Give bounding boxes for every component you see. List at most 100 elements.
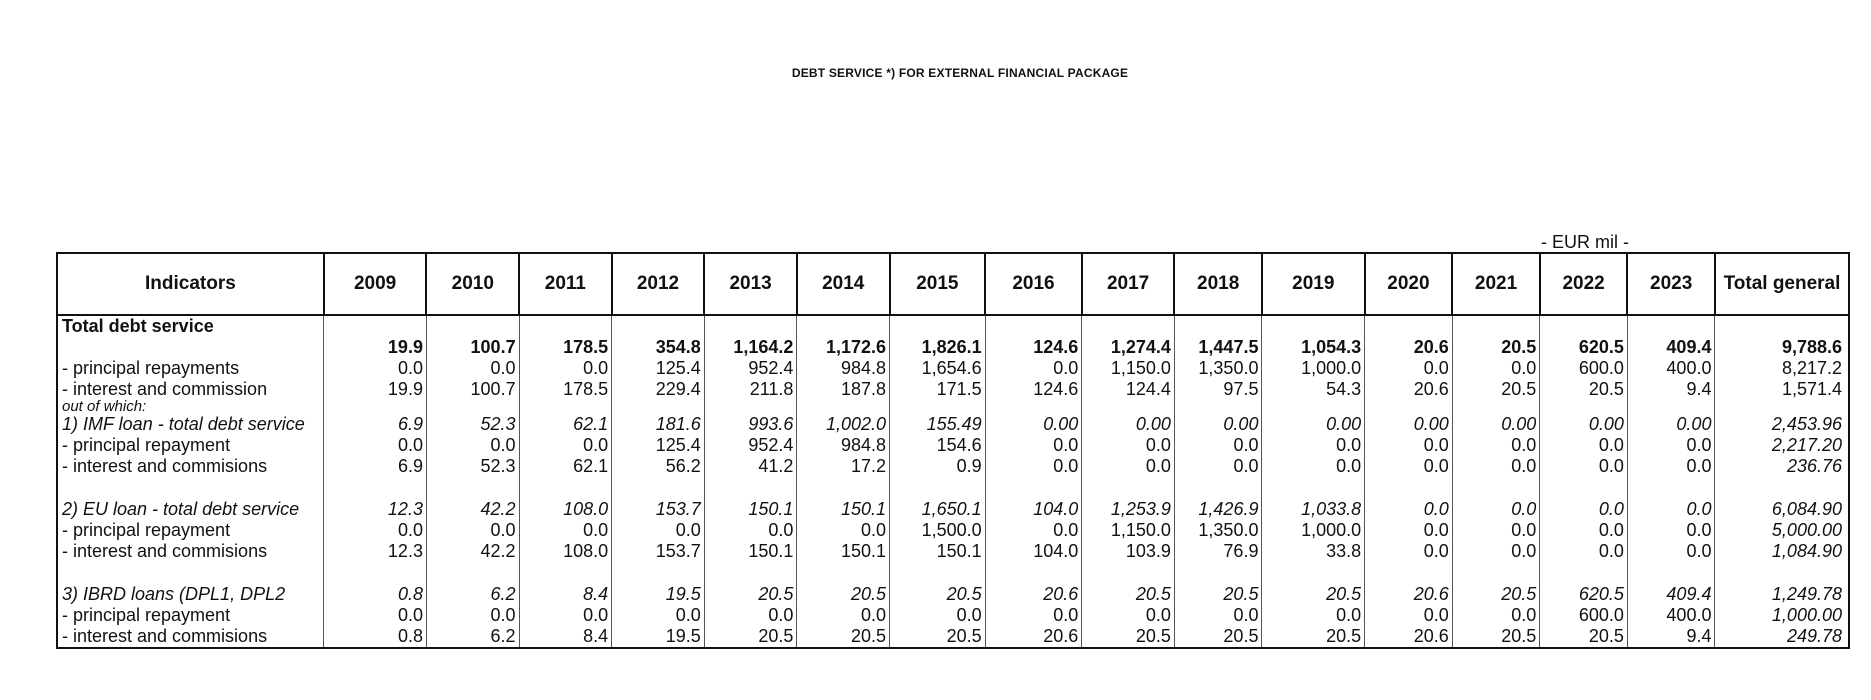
value-cell — [703, 562, 798, 584]
total-cell: 9,788.6 — [1714, 337, 1851, 358]
value-cell: 1,002.0 — [796, 414, 891, 435]
value-cell: 0.8 — [323, 626, 427, 649]
value-cell — [1173, 562, 1263, 584]
value-cell: 124.6 — [984, 337, 1083, 358]
value-cell: 9.4 — [1626, 379, 1716, 400]
value-cell — [323, 314, 427, 337]
table-row: 3) IBRD loans (DPL1, DPL2 0.8 6.2 8.4 19.5 20… — [56, 584, 1851, 605]
value-cell: 104.0 — [984, 499, 1083, 520]
value-cell: 1,500.0 — [889, 520, 986, 541]
row-label: out of which: — [56, 400, 325, 414]
value-cell: 20.5 — [1539, 626, 1628, 649]
value-cell: 400.0 — [1626, 358, 1716, 379]
value-cell: 17.2 — [796, 456, 891, 477]
value-cell: 1,033.8 — [1261, 499, 1366, 520]
value-cell — [518, 400, 613, 414]
value-cell: 20.5 — [1261, 626, 1366, 649]
value-cell: 6.9 — [323, 414, 427, 435]
value-cell: 19.9 — [323, 337, 427, 358]
value-cell: 178.5 — [518, 337, 613, 358]
value-cell — [323, 477, 427, 499]
value-cell: 984.8 — [796, 358, 891, 379]
value-cell: 0.0 — [323, 605, 427, 626]
value-cell — [984, 562, 1083, 584]
value-cell — [796, 562, 891, 584]
value-cell: 1,350.0 — [1173, 358, 1263, 379]
value-cell: 171.5 — [889, 379, 986, 400]
total-cell: 6,084.90 — [1714, 499, 1851, 520]
value-cell: 8.4 — [518, 584, 613, 605]
value-cell: 0.0 — [1364, 541, 1453, 562]
value-cell: 0.0 — [518, 520, 613, 541]
value-cell: 20.5 — [703, 584, 798, 605]
table-row: 1) IMF loan - total debt service 6.9 52.3 6… — [56, 414, 1851, 435]
value-cell: 0.0 — [984, 520, 1083, 541]
value-cell — [425, 477, 520, 499]
value-cell: 1,426.9 — [1173, 499, 1263, 520]
value-cell: 0.9 — [889, 456, 986, 477]
value-cell: 0.0 — [1539, 520, 1628, 541]
value-cell: 0.0 — [1451, 520, 1541, 541]
table-row: - interest and commisions 6.9 52.3 62.1 56.2… — [56, 456, 1851, 477]
value-cell — [889, 400, 986, 414]
row-label: - principal repayment — [56, 520, 325, 541]
value-cell — [323, 400, 427, 414]
value-cell: 0.0 — [425, 358, 520, 379]
value-cell: 12.3 — [323, 541, 427, 562]
value-cell: 0.0 — [425, 520, 520, 541]
value-cell — [1451, 314, 1541, 337]
row-label — [56, 562, 325, 584]
value-cell: 56.2 — [611, 456, 705, 477]
table-header-row: Indicators 2009 2010 2011 2012 2013 2014… — [56, 252, 1851, 316]
total-cell: 2,217.20 — [1714, 435, 1851, 456]
value-cell — [611, 314, 705, 337]
value-cell: 229.4 — [611, 379, 705, 400]
value-cell: 150.1 — [796, 499, 891, 520]
value-cell: 0.0 — [1261, 605, 1366, 626]
value-cell: 0.00 — [1261, 414, 1366, 435]
value-cell — [1626, 314, 1716, 337]
table-row: - principal repayment 0.0 0.0 0.0 0.0 0.0 0.0 1… — [56, 520, 1851, 541]
value-cell: 20.5 — [1173, 626, 1263, 649]
value-cell — [889, 562, 986, 584]
value-cell: 0.8 — [323, 584, 427, 605]
value-cell: 1,253.9 — [1081, 499, 1175, 520]
table-row: - interest and commisions 0.8 6.2 8.4 19.5 20… — [56, 626, 1851, 649]
value-cell: 0.0 — [984, 605, 1083, 626]
value-cell: 20.5 — [1261, 584, 1366, 605]
value-cell: 76.9 — [1173, 541, 1263, 562]
value-cell: 0.0 — [796, 520, 891, 541]
total-cell — [1714, 562, 1851, 584]
value-cell: 0.00 — [984, 414, 1083, 435]
value-cell — [425, 400, 520, 414]
value-cell — [1173, 477, 1263, 499]
value-cell: 211.8 — [703, 379, 798, 400]
value-cell — [518, 477, 613, 499]
value-cell — [984, 477, 1083, 499]
value-cell: 0.0 — [1626, 520, 1716, 541]
value-cell: 150.1 — [796, 541, 891, 562]
value-cell: 0.00 — [1173, 414, 1263, 435]
value-cell: 0.0 — [1626, 456, 1716, 477]
value-cell — [611, 400, 705, 414]
value-cell — [611, 562, 705, 584]
value-cell: 20.6 — [1364, 584, 1453, 605]
value-cell: 20.6 — [1364, 379, 1453, 400]
value-cell — [1081, 400, 1175, 414]
value-cell: 97.5 — [1173, 379, 1263, 400]
value-cell: 952.4 — [703, 358, 798, 379]
value-cell: 0.0 — [1261, 435, 1366, 456]
value-cell: 20.5 — [889, 626, 986, 649]
value-cell: 20.5 — [796, 626, 891, 649]
value-cell: 409.4 — [1626, 584, 1716, 605]
value-cell: 20.5 — [796, 584, 891, 605]
total-cell: 8,217.2 — [1714, 358, 1851, 379]
value-cell — [518, 314, 613, 337]
value-cell: 12.3 — [323, 499, 427, 520]
value-cell: 0.0 — [703, 520, 798, 541]
value-cell: 20.5 — [1451, 626, 1541, 649]
value-cell: 42.2 — [425, 499, 520, 520]
value-cell: 1,447.5 — [1173, 337, 1263, 358]
value-cell: 1,150.0 — [1081, 358, 1175, 379]
value-cell: 155.49 — [889, 414, 986, 435]
